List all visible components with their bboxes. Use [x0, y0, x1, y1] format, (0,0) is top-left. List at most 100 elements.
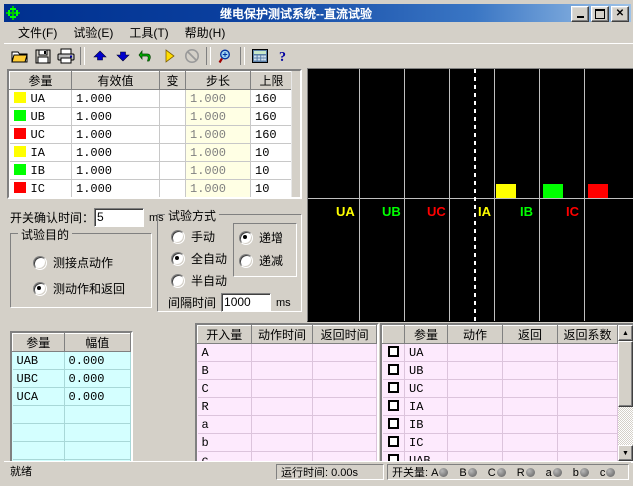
bin-name-cell[interactable]: a: [197, 415, 252, 434]
table-row[interactable]: [12, 405, 131, 424]
param-step-cell[interactable]: 1.000: [185, 161, 251, 180]
res-coef-cell[interactable]: [557, 433, 618, 452]
amp-value-cell[interactable]: [64, 405, 131, 424]
res-return-cell[interactable]: [502, 397, 558, 416]
result-grid-scrollbar[interactable]: ▲ ▼: [618, 325, 633, 461]
table-row[interactable]: IB 1.000 1.000 10: [9, 161, 293, 180]
amp-name-cell[interactable]: [12, 423, 65, 442]
param-rms-cell[interactable]: [72, 198, 160, 200]
bin-name-cell[interactable]: A: [197, 343, 252, 362]
col-header-param[interactable]: 参量: [9, 71, 72, 90]
parameter-grid[interactable]: 参量 有效值 变 步长 上限 UA 1.000 1.000 160 UB 1.000 1.0…: [7, 69, 302, 199]
table-row[interactable]: UB 1.000 1.000 160: [9, 107, 293, 126]
waveform-chart[interactable]: UA UB UC IA IB IC: [307, 68, 633, 322]
res-return-cell[interactable]: [502, 361, 558, 380]
bin-action-time-cell[interactable]: [251, 343, 314, 362]
param-name-cell[interactable]: UA: [9, 89, 72, 108]
col-header-amp-param[interactable]: 参量: [12, 333, 65, 352]
param-step-cell[interactable]: [186, 198, 251, 200]
col-header-res-check[interactable]: [382, 325, 405, 344]
amp-name-cell[interactable]: UBC: [12, 369, 65, 388]
bin-action-time-cell[interactable]: [251, 433, 314, 452]
res-param-cell[interactable]: IB: [404, 415, 448, 434]
zoom-icon[interactable]: [214, 45, 237, 67]
param-rms-cell[interactable]: 1.000: [71, 161, 160, 180]
table-row[interactable]: A: [197, 343, 377, 362]
res-return-cell[interactable]: [502, 451, 558, 461]
col-header-res-coef[interactable]: 返回系数: [557, 325, 618, 344]
param-rms-cell[interactable]: 1.000: [71, 107, 160, 126]
table-row[interactable]: R: [197, 397, 377, 416]
param-step-cell[interactable]: 1.000: [185, 179, 251, 197]
col-header-bin-action[interactable]: 动作时间: [250, 325, 314, 344]
col-header-rms[interactable]: 有效值: [71, 71, 160, 90]
amp-name-cell[interactable]: [12, 405, 65, 424]
res-action-cell[interactable]: [447, 433, 503, 452]
res-checkbox-cell[interactable]: [382, 433, 405, 452]
bin-action-time-cell[interactable]: [251, 361, 314, 380]
bin-action-time-cell[interactable]: [251, 451, 314, 461]
checkbox-icon[interactable]: [387, 417, 399, 429]
maximize-button[interactable]: [591, 6, 609, 22]
table-row[interactable]: C: [197, 379, 377, 398]
scroll-up-button[interactable]: ▲: [618, 325, 633, 341]
param-name-cell[interactable]: IB: [9, 161, 72, 180]
param-rms-cell[interactable]: 1.000: [71, 125, 160, 144]
col-header-var[interactable]: 变: [159, 71, 186, 90]
res-param-cell[interactable]: IA: [404, 397, 448, 416]
param-name-cell[interactable]: UB: [9, 107, 72, 126]
table-row[interactable]: [12, 423, 131, 442]
res-action-cell[interactable]: [447, 415, 503, 434]
table-row[interactable]: [12, 459, 131, 461]
param-limit-cell[interactable]: 10: [250, 179, 293, 197]
scroll-down-button[interactable]: ▼: [618, 445, 633, 461]
parameter-grid-scrollbar[interactable]: [291, 71, 300, 197]
table-row[interactable]: c: [197, 451, 377, 461]
table-row[interactable]: IA: [382, 397, 618, 416]
amplitude-grid[interactable]: 参量 幅值 UAB 0.000 UBC 0.000 UCA 0.000: [10, 331, 133, 463]
res-checkbox-cell[interactable]: [382, 343, 405, 362]
param-rms-cell[interactable]: 1.000: [71, 179, 160, 197]
up-arrow-icon[interactable]: [88, 45, 111, 67]
table-row[interactable]: [10, 198, 293, 200]
param-var-cell[interactable]: [159, 89, 186, 108]
bin-return-time-cell[interactable]: [312, 361, 377, 380]
minimize-button[interactable]: [571, 6, 589, 22]
res-action-cell[interactable]: [447, 451, 503, 461]
param-name-cell[interactable]: UC: [9, 125, 72, 144]
radio-decrement[interactable]: 递减: [239, 252, 283, 269]
bin-name-cell[interactable]: B: [197, 361, 252, 380]
checkbox-icon[interactable]: [387, 381, 399, 393]
res-coef-cell[interactable]: [557, 343, 618, 362]
checkbox-icon[interactable]: [387, 399, 399, 411]
bin-name-cell[interactable]: R: [197, 397, 252, 416]
res-return-cell[interactable]: [502, 433, 558, 452]
scroll-track[interactable]: [618, 407, 633, 445]
res-coef-cell[interactable]: [557, 361, 618, 380]
play-icon[interactable]: [157, 45, 180, 67]
table-row[interactable]: B: [197, 361, 377, 380]
menu-item-tools[interactable]: 工具(T): [129, 26, 169, 40]
bin-return-time-cell[interactable]: [312, 451, 377, 461]
col-header-res-action[interactable]: 动作: [447, 325, 503, 344]
radio-full-auto[interactable]: 全自动: [171, 250, 227, 267]
res-checkbox-cell[interactable]: [382, 379, 405, 398]
res-param-cell[interactable]: UB: [404, 361, 448, 380]
param-step-cell[interactable]: 1.000: [185, 125, 251, 144]
res-checkbox-cell[interactable]: [382, 451, 405, 461]
res-return-cell[interactable]: [502, 343, 558, 362]
res-action-cell[interactable]: [447, 361, 503, 380]
param-step-cell[interactable]: 1.000: [185, 143, 251, 162]
res-checkbox-cell[interactable]: [382, 415, 405, 434]
col-header-amp-value[interactable]: 幅值: [63, 333, 131, 352]
table-row[interactable]: UC 1.000 1.000 160: [9, 125, 293, 144]
bin-action-time-cell[interactable]: [251, 415, 314, 434]
param-limit-cell[interactable]: 160: [250, 107, 293, 126]
radio-semi-auto[interactable]: 半自动: [171, 272, 227, 289]
col-header-limit[interactable]: 上限: [250, 71, 293, 90]
down-arrow-icon[interactable]: [111, 45, 134, 67]
col-header-res-param[interactable]: 参量: [404, 325, 448, 344]
res-param-cell[interactable]: UAB: [404, 451, 448, 461]
res-action-cell[interactable]: [447, 379, 503, 398]
res-checkbox-cell[interactable]: [382, 361, 405, 380]
